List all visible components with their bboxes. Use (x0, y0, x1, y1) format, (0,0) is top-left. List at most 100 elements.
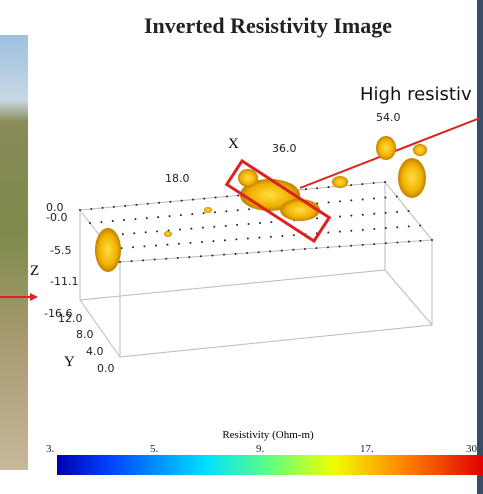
grid-dot (167, 229, 170, 232)
grid-dot (79, 209, 81, 211)
grid-dot (350, 214, 353, 217)
grid-dot (123, 219, 126, 222)
grid-dot (131, 246, 134, 249)
grid-dot (373, 227, 376, 230)
tick-label: 4.0 (86, 345, 104, 358)
grid-dot (158, 201, 161, 204)
grid-dot (191, 213, 194, 216)
photo-strip (0, 35, 28, 470)
x-axis-label: X (228, 136, 239, 152)
grid-dot (419, 224, 422, 227)
grid-dot (224, 224, 227, 227)
grid-dot (213, 225, 216, 228)
grid-dot (188, 256, 191, 259)
grid-dot (384, 242, 387, 245)
grid-dot (350, 229, 353, 232)
grid-dot (189, 241, 192, 244)
tick-label: 0.0 (46, 201, 64, 214)
grid-dot (407, 225, 410, 228)
grid-dot (384, 196, 387, 199)
grid-dot (431, 239, 433, 241)
grid-dot (281, 234, 284, 237)
grid-dot (180, 199, 183, 202)
grid-dot (338, 215, 341, 218)
tick-label: 12.0 (58, 312, 83, 325)
grid-dot (120, 247, 123, 250)
grid-dot (178, 228, 181, 231)
grid-dot (292, 248, 295, 251)
grid-dot (153, 258, 156, 261)
grid-dot (372, 182, 375, 185)
tick-label: 36.0 (272, 142, 297, 155)
grid-dot (350, 244, 353, 247)
grid-dot (338, 230, 341, 233)
grid-dot (169, 200, 172, 203)
grid-dot (248, 208, 251, 211)
grid-dot (225, 210, 228, 213)
grid-dot (280, 249, 283, 252)
grid-dot (384, 227, 387, 230)
grid-dot (165, 257, 168, 260)
tick-label: 30 (466, 443, 478, 455)
grid-dot (202, 212, 205, 215)
grid-dot (407, 240, 410, 243)
anomalies (95, 136, 427, 272)
grid-dot (361, 183, 364, 186)
tick-label: -0.0 (46, 211, 67, 224)
grid-dot (384, 181, 386, 183)
grid-dot (135, 203, 138, 206)
arrow-head (30, 293, 38, 301)
grid-dot (121, 233, 124, 236)
grid-dot (176, 256, 179, 259)
grid-dot (419, 239, 422, 242)
grid-dot (133, 232, 136, 235)
grid-dot (200, 241, 203, 244)
grid-dot (142, 259, 145, 262)
grid-dot (395, 195, 398, 198)
grid-dot (214, 196, 217, 199)
grid-dot (145, 217, 148, 220)
grid-dot (338, 200, 341, 203)
grid-dot (236, 209, 239, 212)
grid-dot (361, 228, 364, 231)
grid-dot (111, 220, 114, 223)
grid-dot (124, 204, 127, 207)
grid-dot (316, 187, 319, 190)
grid-dot (361, 243, 364, 246)
grid-dot (234, 252, 237, 255)
grid-dot (350, 199, 353, 202)
grid-dot (269, 235, 272, 238)
grid-dot (143, 245, 146, 248)
grid-dot (247, 222, 250, 225)
grid-dot (203, 197, 206, 200)
grid-dot (223, 239, 226, 242)
grid-dot (134, 218, 137, 221)
grid-dot (144, 231, 147, 234)
grid-dot (199, 255, 202, 258)
tick-label: 54.0 (376, 111, 401, 124)
grid-dot (154, 244, 157, 247)
grid-dot (166, 243, 169, 246)
grid-dot (304, 188, 307, 191)
grid-dot (212, 240, 215, 243)
grid-dot (246, 252, 249, 255)
grid-dot (179, 214, 182, 217)
grid-dot (213, 211, 216, 214)
grid-dot (146, 202, 149, 205)
grid-dot (270, 221, 273, 224)
grid-dot (90, 207, 93, 210)
tick-label: 18.0 (165, 172, 190, 185)
grid-dot (177, 242, 180, 245)
annotation: High resistiv (360, 84, 472, 105)
grid-dot (156, 230, 159, 233)
grid-dot (338, 245, 341, 248)
tick-label: -16.6 (44, 307, 72, 320)
grid-dot (89, 222, 91, 224)
grid-dot (315, 247, 318, 250)
grid-dot (119, 261, 121, 263)
tick-label: 17. (360, 443, 374, 455)
grid-dot (201, 226, 204, 229)
tick-label: 0.0 (97, 362, 115, 375)
grid-dot (246, 237, 249, 240)
